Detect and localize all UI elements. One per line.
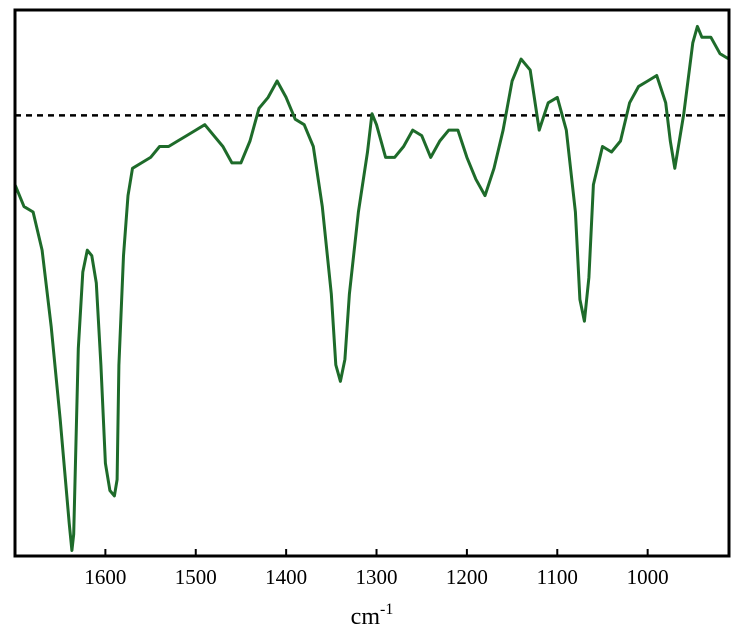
x-tick-label-1200: 1200	[446, 565, 488, 589]
spectrum-line-0	[13, 24, 731, 552]
plot-frame	[13, 8, 731, 558]
x-axis-label: cm-1	[351, 601, 394, 630]
axes-frame	[13, 8, 731, 558]
plot-area	[13, 24, 731, 552]
x-tick-label-1000: 1000	[627, 565, 669, 589]
x-tick-label-1500: 1500	[175, 565, 217, 589]
x-tick-label-1600: 1600	[84, 565, 126, 589]
x-axis-label-unit: cm	[351, 604, 381, 630]
x-tick-label-1400: 1400	[265, 565, 307, 589]
x-axis-label-exponent: -1	[380, 601, 393, 618]
x-axis-ticks: 1600 1500 1400 1300 1200 1100 1000	[84, 549, 669, 589]
x-tick-label-1100: 1100	[537, 565, 578, 589]
x-tick-label-1300: 1300	[356, 565, 398, 589]
